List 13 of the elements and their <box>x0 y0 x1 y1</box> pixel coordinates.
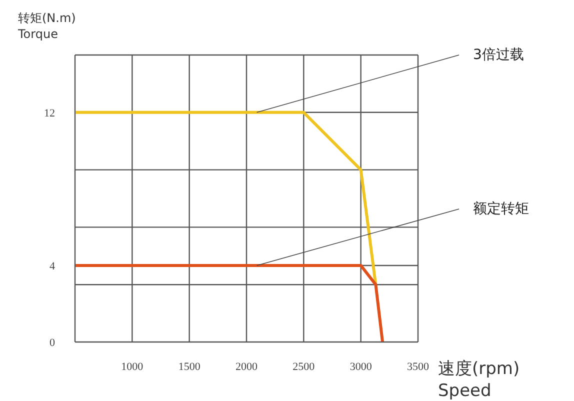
x-tick-label: 3000 <box>350 360 372 373</box>
x-tick-label: 2500 <box>292 360 316 373</box>
annotation: 3倍过载 <box>473 47 524 63</box>
annotation: 额定转矩 <box>473 201 529 217</box>
y-tick-label: 4 <box>50 260 56 272</box>
x-tick-label: 1500 <box>178 360 201 373</box>
x-tick-label: 2000 <box>236 360 258 373</box>
x-axis-title: 速度(rpm) Speed <box>438 359 520 401</box>
y-tick-label: 12 <box>44 107 55 120</box>
x-tick-label: 3500 <box>407 360 430 373</box>
y-axis-title: 转矩(N.m) Torque <box>17 11 76 41</box>
x-tick-label: 1000 <box>121 360 144 373</box>
y-tick-label: 0 <box>50 337 56 349</box>
